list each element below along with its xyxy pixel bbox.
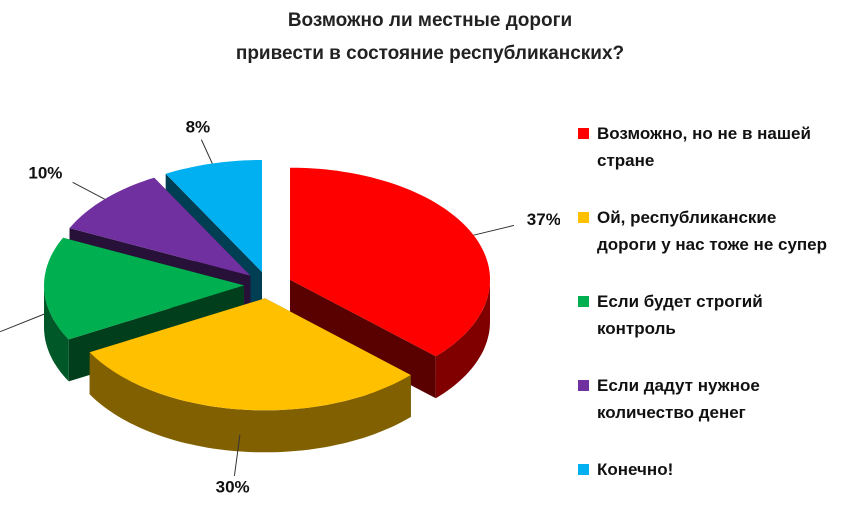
legend-entry: Конечно! — [578, 456, 848, 483]
slice-top — [89, 298, 411, 411]
legend-entry: Если дадут нужное количество денег — [578, 372, 848, 426]
legend-entry: Возможно, но не в нашей стране — [578, 120, 848, 174]
legend-label: Конечно! — [597, 460, 674, 479]
slice-top — [290, 167, 490, 357]
leader-line — [473, 224, 515, 236]
slice-top — [165, 160, 262, 272]
slice-side — [89, 352, 411, 453]
slice-wall — [290, 279, 436, 399]
chart-title: Возможно ли местные дороги — [287, 10, 573, 31]
legend-label: Если будет строгий контроль — [597, 292, 763, 338]
legend-swatch — [578, 212, 589, 223]
data-label: 8% — [186, 117, 211, 136]
legend-entry: Ой, республиканские дороги у нас тоже не… — [578, 204, 848, 258]
legend-swatch — [578, 464, 589, 475]
leader-line — [0, 313, 45, 333]
legend-swatch — [578, 296, 589, 307]
slice-top — [44, 237, 244, 340]
pie-plot: 8%10%37%15%30% — [0, 117, 560, 496]
legend-label: Если дадут нужное количество денег — [597, 376, 760, 422]
legend-label: Возможно, но не в нашей стране — [597, 124, 811, 170]
legend-swatch — [578, 128, 589, 139]
legend-entry: Если будет строгий контроль — [578, 288, 848, 342]
leader-line — [233, 434, 241, 476]
legend-swatch — [578, 380, 589, 391]
data-label: 30% — [216, 477, 250, 496]
data-label: 10% — [28, 164, 62, 183]
pie-slice: 37% — [290, 167, 560, 399]
chart-title: привести в состояние республиканских? — [235, 43, 625, 64]
leader-line — [200, 139, 213, 164]
legend-label: Ой, республиканские дороги у нас тоже не… — [597, 208, 828, 254]
slice-side — [435, 279, 490, 399]
leader-line — [72, 181, 105, 200]
pie-slice: 30% — [89, 298, 411, 496]
slice-top — [69, 177, 251, 276]
slice-side — [44, 285, 69, 382]
data-label: 37% — [527, 210, 560, 229]
